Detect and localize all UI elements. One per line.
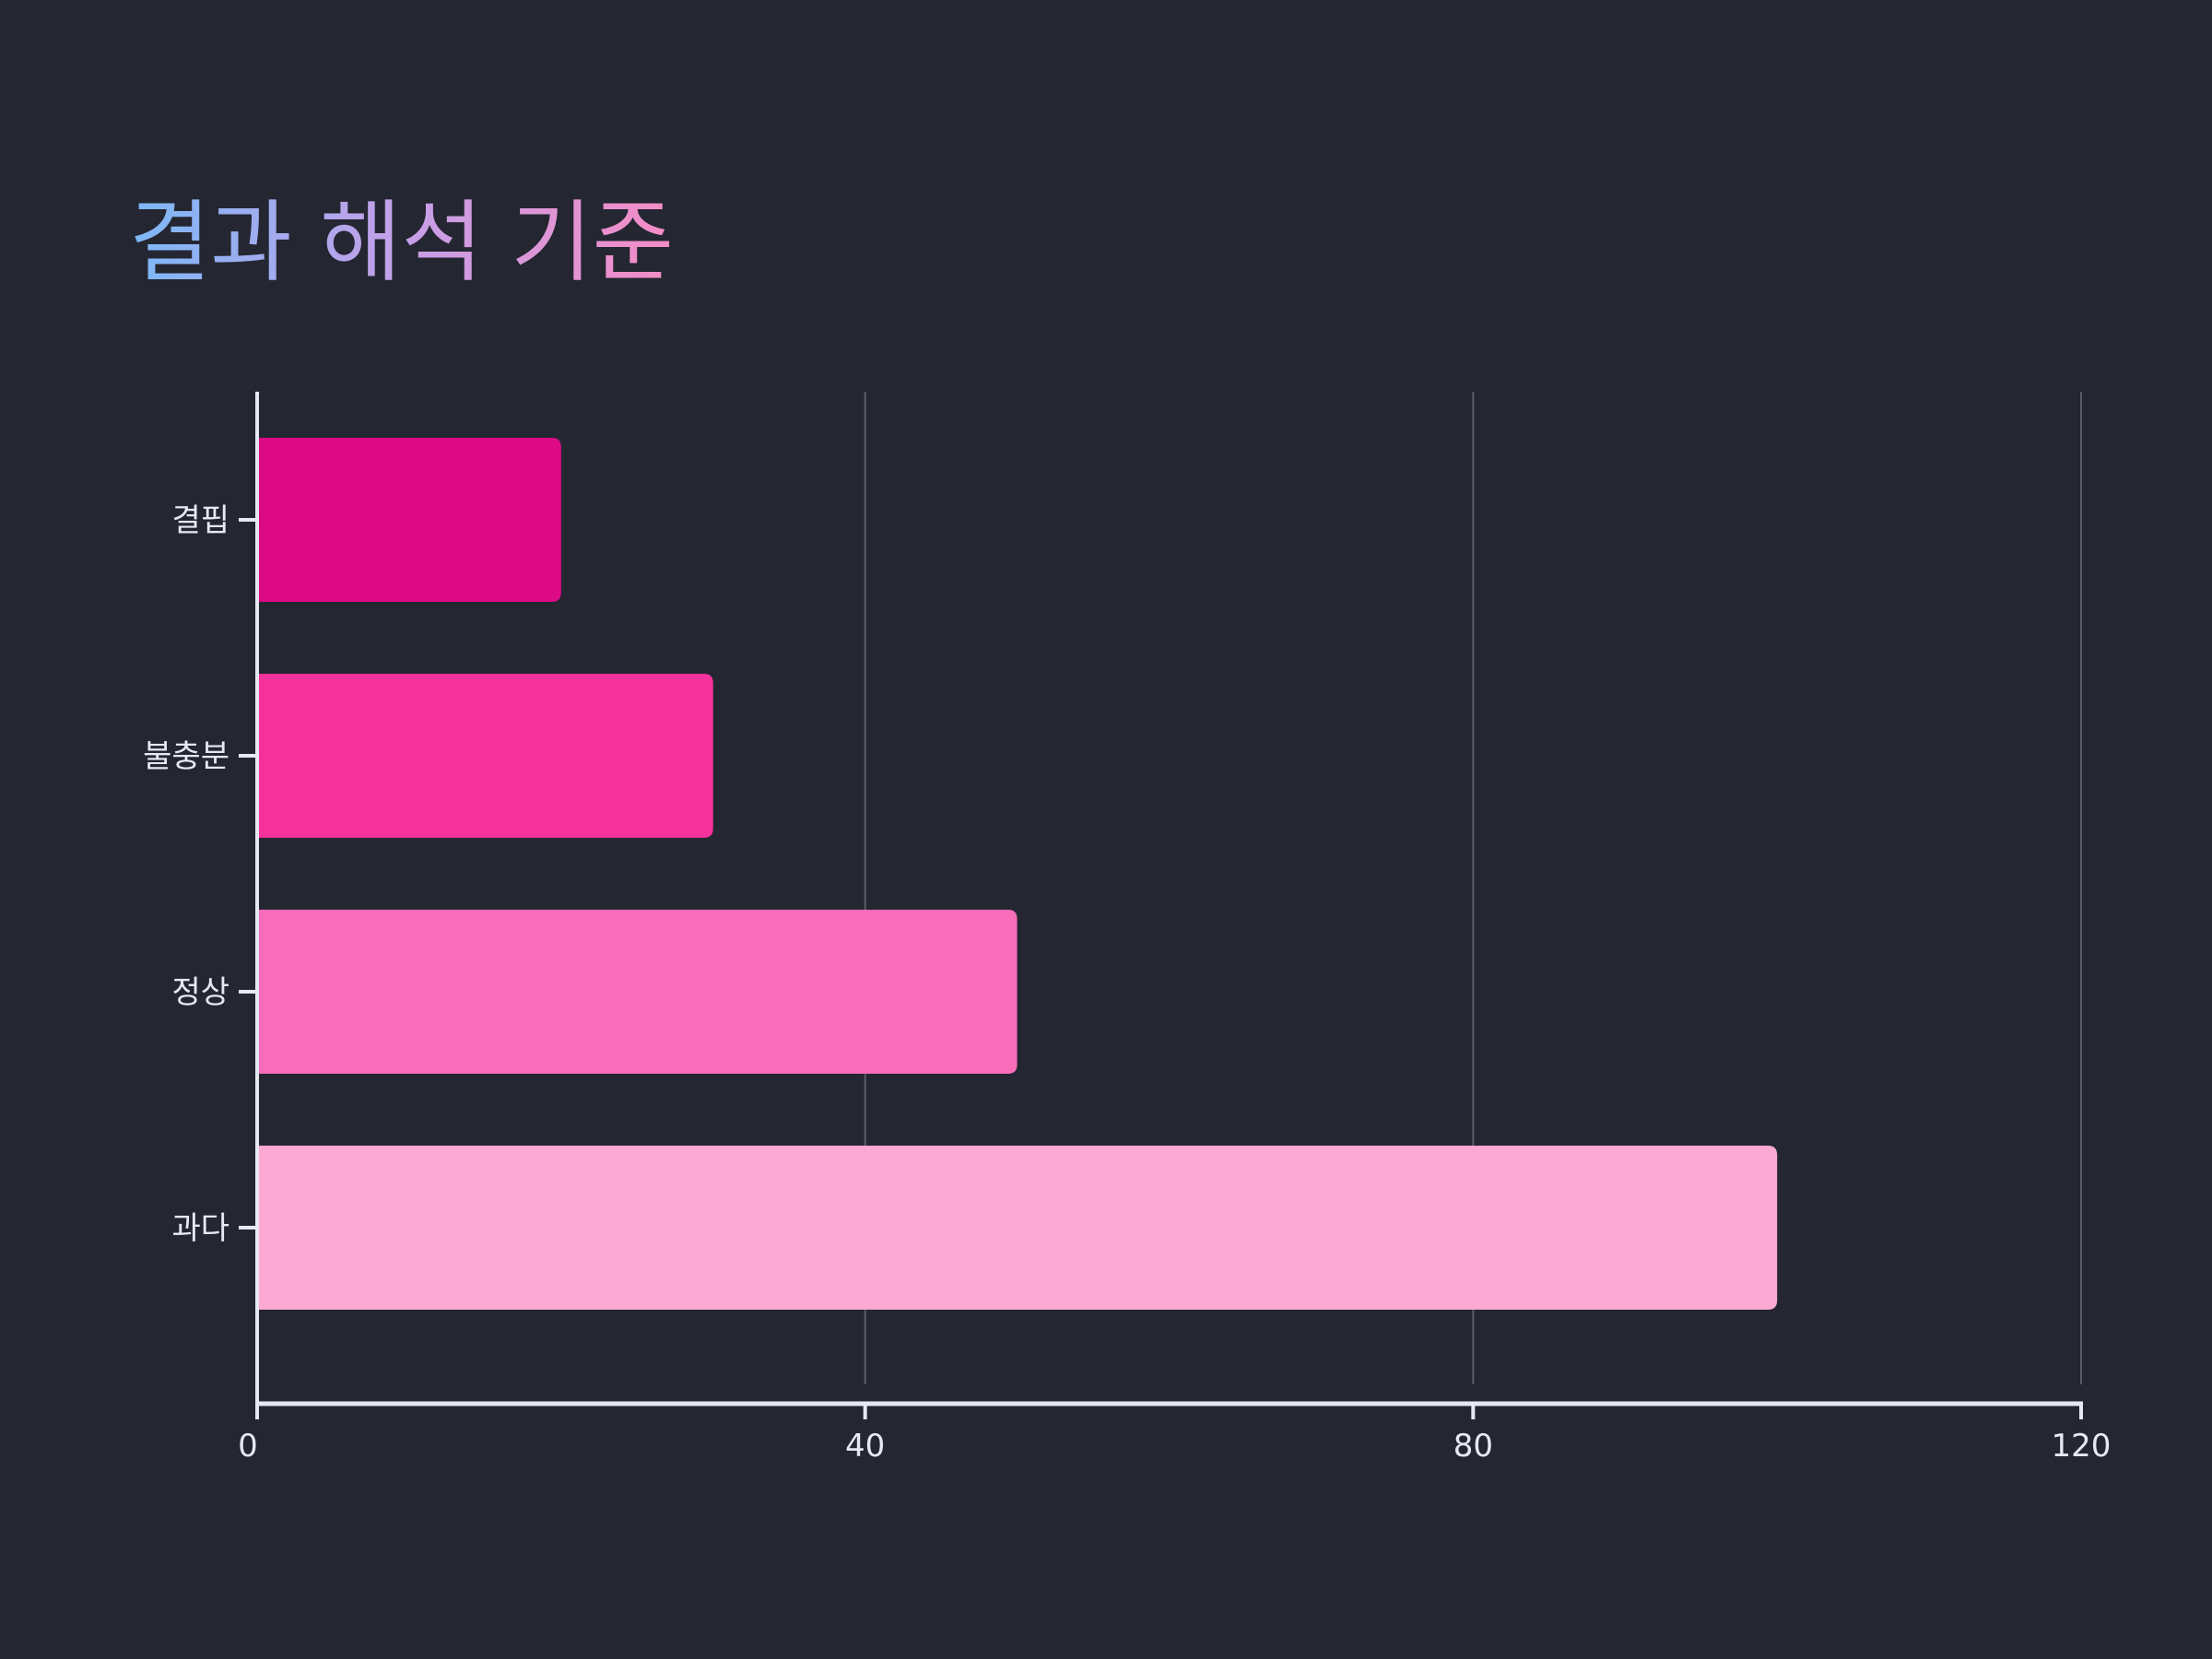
chart-title: 결과 해석 기준 — [129, 191, 674, 294]
y-tick-label-2: 불충분 — [143, 738, 229, 775]
bar-4 — [257, 1146, 1778, 1310]
x-tick-label-0: 0 — [238, 1428, 258, 1465]
y-tick-label-3: 정상 — [171, 974, 229, 1011]
bar-1 — [257, 438, 561, 602]
bar-layer — [257, 438, 1778, 1310]
bar-2 — [257, 674, 713, 838]
x-tick-label-80: 80 — [1453, 1428, 1493, 1465]
bar-3 — [257, 910, 1018, 1074]
x-tick-label-40: 40 — [845, 1428, 885, 1465]
y-tick-label-4: 과다 — [171, 1210, 229, 1247]
x-tick-label-120: 120 — [2052, 1428, 2112, 1465]
y-tick-label-1: 결핍 — [171, 502, 229, 539]
